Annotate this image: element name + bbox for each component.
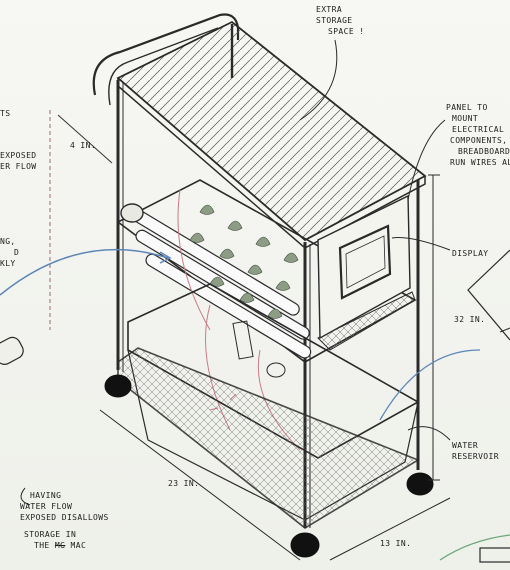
left-mid-fragment: NG, D KLY <box>0 237 20 268</box>
water-reservoir-bin <box>127 283 420 459</box>
blue-flow-arrow <box>0 248 169 296</box>
bottom-right-fragment <box>479 547 510 563</box>
blue-right-arrow <box>379 349 481 421</box>
back-handle <box>92 13 240 96</box>
water-reservoir-note: WATER RESERVOIR <box>452 441 499 461</box>
dimension-line-length <box>99 409 301 561</box>
right-partial-box <box>467 249 510 341</box>
leader-lines <box>20 39 451 506</box>
panel-note: PANEL TO MOUNT ELECTRICAL COMPONENTS, BR… <box>446 103 510 167</box>
green-arrow <box>439 534 510 561</box>
dimension-height-label: 4 IN. <box>70 141 97 150</box>
plant-leaves <box>189 204 299 319</box>
display-label: DISPLAY <box>452 249 489 258</box>
caster-wheels <box>104 374 434 558</box>
left-exposed-fragment: EXPOSED ER FLOW <box>0 151 37 171</box>
dimension-depth-label: 13 IN. <box>380 539 412 548</box>
pipe-fragment <box>0 336 24 365</box>
dimension-right-height-label: 32 IN. <box>454 315 486 324</box>
dimension-length-label: 23 IN. <box>168 479 200 488</box>
extra-storage-note: EXTRA STORAGE SPACE ! <box>316 5 365 36</box>
top-shelf <box>116 20 427 242</box>
left-top-fragment: TS <box>0 109 11 118</box>
dimension-line-depth <box>329 497 451 561</box>
having-water-flow-note: HAVING WATER FLOW EXPOSED DISALLOWS STOR… <box>20 491 109 550</box>
electrical-panel <box>317 194 411 340</box>
left-dimension-line <box>57 114 113 164</box>
display-screen <box>338 224 392 300</box>
